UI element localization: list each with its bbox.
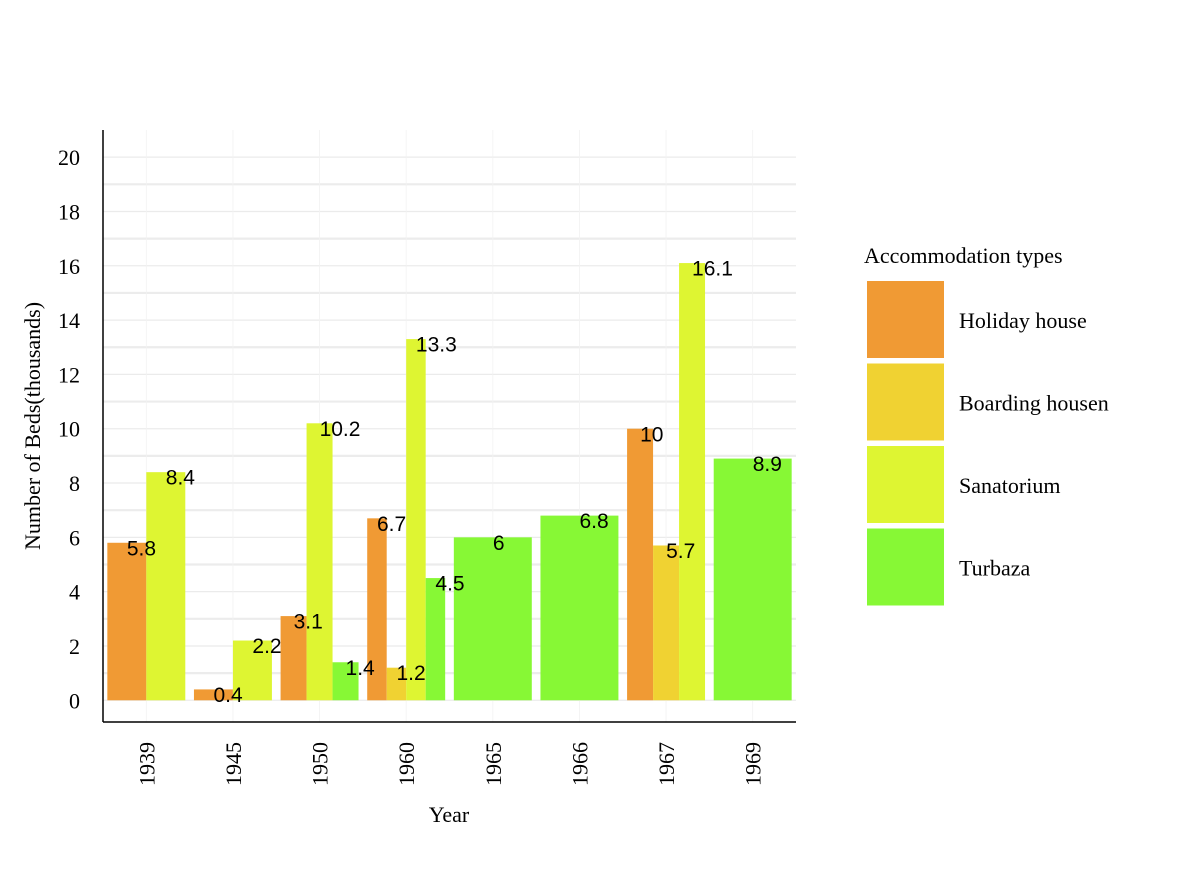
- legend-key: [867, 446, 944, 523]
- x-axis-title: Year: [429, 802, 470, 827]
- y-tick-label: 12: [58, 362, 80, 387]
- data-label: 0.4: [213, 684, 243, 707]
- data-label: 10: [640, 423, 663, 446]
- axes: [102, 130, 796, 723]
- bar-boarding-housen: [653, 545, 680, 701]
- y-tick-label: 16: [58, 254, 80, 279]
- bar-sanatorium: [232, 640, 272, 701]
- bar-boarding-housen: [386, 667, 407, 701]
- legend-key: [867, 363, 944, 441]
- y-axis-title: Number of Beds(thousands): [20, 302, 45, 550]
- data-label: 1.4: [346, 657, 376, 680]
- x-tick-label: 1960: [394, 742, 419, 786]
- x-tick-label: 1945: [221, 742, 246, 786]
- data-label: 5.7: [666, 540, 695, 563]
- data-label: 6: [493, 532, 505, 555]
- bar-holiday-house: [627, 428, 654, 701]
- data-label: 4.5: [435, 573, 464, 596]
- data-label: 6.7: [377, 513, 406, 536]
- bar-holiday-house: [280, 616, 307, 701]
- data-label: 8.9: [753, 453, 782, 476]
- y-tick-label: 8: [69, 471, 80, 496]
- data-label: 5.8: [127, 537, 156, 560]
- bar-sanatorium: [679, 263, 706, 701]
- legend-label: Turbaza: [959, 556, 1031, 581]
- y-tick-label: 10: [58, 417, 80, 442]
- y-tick-label: 18: [58, 199, 80, 224]
- bar-turbaza: [713, 458, 792, 701]
- bar-holiday-house: [193, 689, 233, 701]
- x-tick-label: 1965: [481, 742, 506, 786]
- bar-sanatorium: [146, 472, 186, 701]
- data-label: 6.8: [579, 510, 608, 533]
- data-label: 10.2: [320, 418, 361, 441]
- data-label: 13.3: [416, 334, 457, 357]
- legend-key: [867, 528, 944, 606]
- x-tick-label: 1966: [567, 742, 592, 786]
- bar-sanatorium: [406, 339, 426, 701]
- bar-holiday-house: [107, 542, 147, 701]
- bar-sanatorium: [306, 423, 333, 701]
- legend-label: Sanatorium: [959, 473, 1060, 498]
- y-tick-label: 20: [58, 145, 80, 170]
- x-tick-label: 1939: [134, 742, 159, 786]
- x-ticks: 1939 1945 1950 1960 1965 1966 1967 1969: [134, 742, 765, 786]
- y-tick-label: 6: [69, 525, 80, 550]
- data-label: 16.1: [692, 258, 733, 281]
- y-tick-label: 0: [69, 688, 80, 713]
- bar-turbaza: [540, 515, 619, 701]
- data-label: 3.1: [294, 611, 323, 634]
- x-tick-label: 1967: [654, 742, 679, 786]
- data-labels: 5.8 8.4 0.4 2.2 3.1 10.2 1.4 6.7 1.2 13.3 4.5 6 6.8 1…: [127, 258, 782, 707]
- legend-label: Boarding housen: [959, 391, 1109, 416]
- legend-title: Accommodation types: [864, 243, 1063, 268]
- bar-turbaza: [332, 662, 359, 701]
- bar-holiday-house: [367, 518, 387, 701]
- bar-turbaza: [425, 578, 446, 701]
- data-label: 8.4: [166, 467, 196, 490]
- y-tick-label: 4: [69, 580, 80, 605]
- y-tick-label: 14: [58, 308, 80, 333]
- legend: Accommodation types Holiday house Boardin…: [864, 243, 1109, 606]
- bar-turbaza: [453, 537, 532, 701]
- y-tick-label: 2: [69, 634, 80, 659]
- legend-label: Holiday house: [959, 308, 1087, 333]
- x-tick-label: 1950: [308, 742, 333, 786]
- x-tick-label: 1969: [741, 742, 766, 786]
- legend-key: [867, 281, 944, 358]
- bars: [107, 263, 792, 701]
- data-label: 1.2: [396, 662, 425, 685]
- data-label: 2.2: [252, 635, 281, 658]
- y-ticks: 0 2 4 6 8 10 12 14 16 18 20: [58, 145, 80, 713]
